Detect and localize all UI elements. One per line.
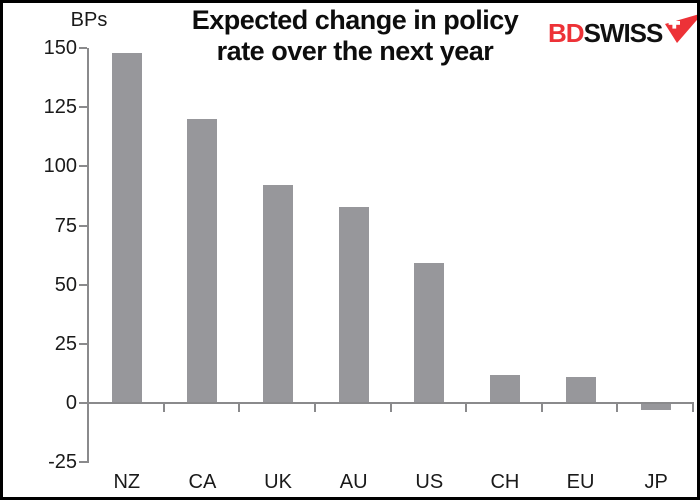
bar-jp	[641, 403, 672, 411]
x-axis-tick	[465, 404, 468, 412]
bar-uk	[263, 185, 294, 403]
y-axis-tick	[79, 47, 87, 49]
x-category-label-ca: CA	[188, 471, 217, 493]
y-axis-tick-label: -25	[48, 451, 77, 474]
y-axis-line	[87, 48, 89, 464]
x-category-label-nz: NZ	[113, 471, 141, 493]
chart-title-line1: Expected change in policy	[191, 5, 519, 35]
x-category-label-jp: JP	[644, 471, 668, 493]
y-axis-tick	[79, 342, 87, 345]
bar-ch	[489, 374, 520, 403]
plot-area: 150 125 100 75 50 25 0 -25 NZ CA UK AU US CH EU JP	[3, 3, 697, 497]
x-axis-line	[87, 402, 694, 404]
x-axis-tick	[162, 404, 165, 412]
chart-title-line2: rate over the next year	[216, 36, 494, 66]
chart-title: Expected change in policy rate over the …	[136, 5, 574, 67]
x-axis-tick	[692, 404, 694, 412]
logo-text-bd: BD	[548, 18, 585, 48]
y-axis-tick-label: 150	[43, 37, 77, 59]
x-category-label-us: US	[415, 471, 444, 493]
y-axis-unit-label: BPs	[70, 9, 108, 31]
y-axis-tick-label: 25	[54, 332, 77, 355]
x-category-label-ch: CH	[490, 471, 520, 493]
bar-nz	[111, 52, 142, 403]
y-axis-tick-label: 125	[43, 96, 77, 119]
bar-ca	[187, 119, 218, 403]
x-category-label-eu: EU	[566, 471, 595, 493]
y-axis-tick-label: 50	[54, 273, 77, 296]
y-axis-tick	[79, 283, 87, 286]
x-axis-tick	[389, 404, 392, 412]
x-axis-tick	[313, 404, 316, 412]
y-axis-tick-label: 75	[54, 214, 77, 237]
bar-us	[414, 263, 445, 403]
logo-text-swiss: SWISS	[583, 18, 664, 48]
x-axis-tick	[616, 404, 619, 412]
y-axis-tick	[79, 224, 87, 227]
x-axis-tick	[540, 404, 543, 412]
y-axis-tick-label: 100	[43, 155, 77, 178]
x-category-label-uk: UK	[264, 471, 292, 493]
y-axis-tick	[79, 106, 87, 109]
y-axis-tick-label: 0	[65, 392, 77, 414]
bdswiss-logo: BD SWISS	[548, 13, 697, 52]
x-category-label-au: AU	[339, 471, 368, 493]
bar-eu	[565, 376, 596, 403]
swiss-flag-arrow-icon	[664, 13, 697, 50]
y-axis-tick	[79, 402, 87, 404]
y-axis-tick	[79, 165, 87, 168]
bar-au	[338, 206, 369, 403]
x-axis-tick	[238, 404, 241, 412]
y-axis-tick	[79, 461, 87, 464]
